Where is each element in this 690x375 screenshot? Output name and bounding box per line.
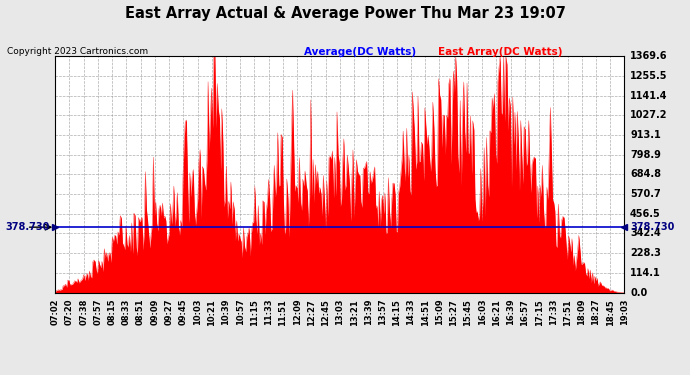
Text: 570.7: 570.7	[630, 189, 661, 199]
Text: 1141.4: 1141.4	[630, 91, 667, 101]
Text: 114.1: 114.1	[630, 268, 661, 278]
Text: 1369.6: 1369.6	[630, 51, 667, 61]
Text: 913.1: 913.1	[630, 130, 661, 140]
Text: 456.5: 456.5	[630, 209, 661, 219]
Text: 342.4: 342.4	[630, 228, 661, 238]
Text: 798.9: 798.9	[630, 150, 661, 160]
Text: Copyright 2023 Cartronics.com: Copyright 2023 Cartronics.com	[7, 47, 148, 56]
Text: 228.3: 228.3	[630, 248, 661, 258]
Text: 684.8: 684.8	[630, 170, 661, 179]
Text: Average(DC Watts): Average(DC Watts)	[304, 47, 415, 57]
Text: 378.730: 378.730	[5, 222, 50, 232]
Text: 1255.5: 1255.5	[630, 71, 667, 81]
Text: 0.0: 0.0	[630, 288, 647, 297]
Text: East Array Actual & Average Power Thu Mar 23 19:07: East Array Actual & Average Power Thu Ma…	[125, 6, 565, 21]
Text: 1027.2: 1027.2	[630, 110, 667, 120]
Text: East Array(DC Watts): East Array(DC Watts)	[438, 47, 562, 57]
Text: 378.730: 378.730	[630, 222, 675, 232]
